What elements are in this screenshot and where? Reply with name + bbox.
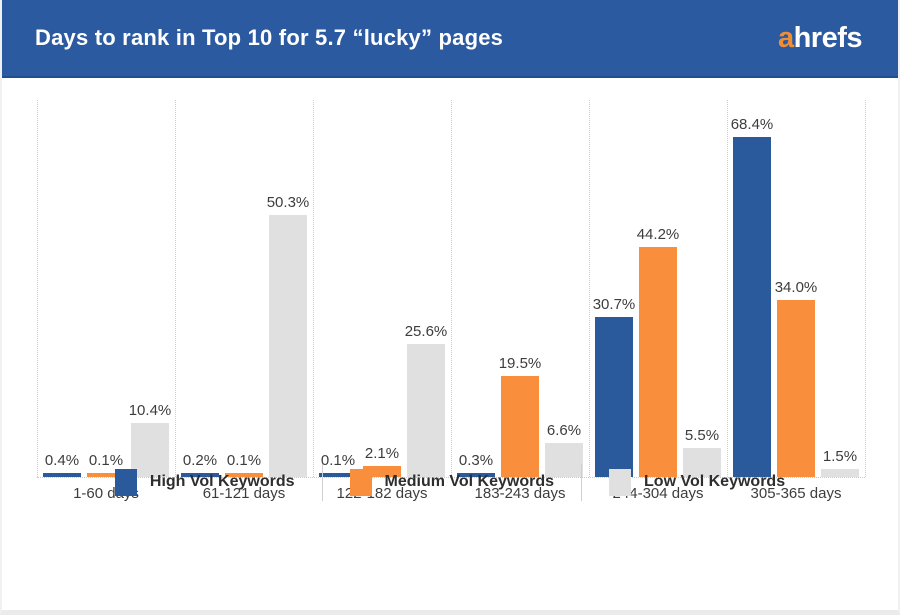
logo-letter-a: a (777, 21, 794, 54)
category-label: 183-243 days (474, 485, 566, 502)
bar-low-vol-keywords (683, 448, 721, 477)
category-label: 61-121 days (202, 485, 286, 502)
gridline (727, 100, 728, 477)
bar-low-vol-keywords (821, 469, 859, 477)
value-label: 0.1% (320, 452, 356, 469)
value-label: 19.5% (498, 354, 542, 372)
bar-medium-vol-keywords (777, 300, 815, 477)
bar-high-vol-keywords (595, 317, 633, 477)
legend-divider (321, 463, 323, 501)
value-label: 0.1% (88, 452, 124, 469)
value-label: 5.5% (684, 427, 720, 445)
bar-high-vol-keywords (319, 473, 357, 477)
bar-low-vol-keywords (545, 442, 583, 477)
gridline (865, 100, 866, 477)
axis-baseline (37, 477, 865, 478)
bar-medium-vol-keywords (501, 375, 539, 477)
legend-label-low-vol: Low Vol Keywords (644, 473, 786, 490)
bar-high-vol-keywords (733, 137, 771, 477)
gridline (175, 100, 176, 477)
chart-legend: High Vol Keywords Medium Vol Keywords Lo… (2, 463, 898, 501)
legend-label-medium-vol: Medium Vol Keywords (384, 473, 555, 490)
gridline (313, 100, 314, 477)
legend-swatch-low-vol (609, 468, 632, 496)
value-label: 50.3% (266, 194, 310, 212)
gridline (451, 100, 452, 477)
bar-medium-vol-keywords (225, 473, 263, 477)
bar-low-vol-keywords (269, 215, 307, 477)
value-label: 44.2% (636, 226, 680, 244)
bar-low-vol-keywords (131, 422, 169, 477)
legend-item-high-vol: High Vol Keywords (114, 468, 295, 496)
value-label: 10.4% (128, 401, 172, 419)
legend-item-medium-vol: Medium Vol Keywords (349, 468, 555, 496)
bar-medium-vol-keywords (639, 247, 677, 477)
legend-divider (581, 463, 583, 501)
value-label: 0.2% (182, 452, 218, 469)
legend-label-high-vol: High Vol Keywords (149, 473, 295, 490)
page-title: Days to rank in Top 10 for 5.7 “lucky” p… (35, 25, 504, 50)
value-label: 34.0% (774, 279, 818, 297)
plot-area: 1-60 days 61-121 days 122-182 days 183-243 … (2, 78, 898, 610)
bar-high-vol-keywords (181, 473, 219, 477)
legend-item-low-vol: Low Vol Keywords (609, 468, 786, 496)
legend-swatch-high-vol (114, 468, 137, 496)
value-label: 1.5% (822, 448, 858, 466)
value-label: 25.6% (404, 322, 448, 340)
header: Days to rank in Top 10 for 5.7 “lucky” p… (2, 0, 898, 78)
category-label: 305-365 days (750, 485, 842, 502)
bar-low-vol-keywords (407, 343, 445, 477)
value-label: 2.1% (364, 445, 400, 463)
logo-text-rest: hrefs (793, 21, 863, 54)
value-label: 0.3% (458, 452, 494, 469)
value-label: 68.4% (730, 116, 774, 133)
value-label: 30.7% (592, 296, 636, 314)
value-label: 0.1% (226, 452, 262, 469)
ahrefs-logo: ahrefs (777, 21, 863, 54)
bar-medium-vol-keywords (87, 473, 125, 477)
gridline (589, 100, 590, 477)
category-label: 244-304 days (612, 485, 704, 502)
bar-medium-vol-keywords (363, 466, 401, 477)
value-label: 0.4% (44, 452, 80, 469)
value-label: 6.6% (546, 421, 582, 439)
bar-high-vol-keywords (43, 473, 81, 477)
gridline (37, 100, 38, 477)
bar-high-vol-keywords (457, 473, 495, 477)
legend-swatch-medium-vol (349, 468, 372, 496)
